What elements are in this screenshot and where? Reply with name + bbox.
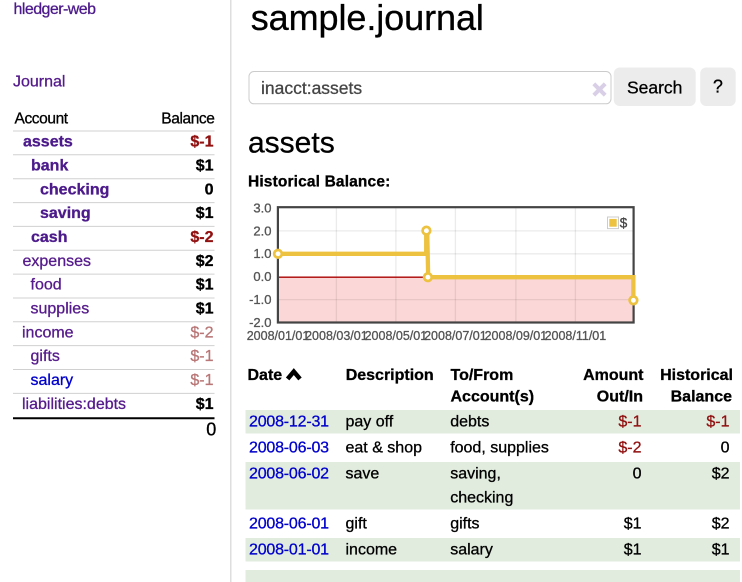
- svg-text:2008/03/01: 2008/03/01: [305, 329, 368, 343]
- svg-text:?: ?: [713, 77, 723, 97]
- svg-text:2008/07/01: 2008/07/01: [424, 329, 487, 343]
- svg-text:$1: $1: [196, 157, 214, 174]
- svg-text:saving: saving: [40, 205, 91, 222]
- svg-text:2008-06-03: 2008-06-03: [249, 439, 329, 456]
- svg-text:Historical Balance:: Historical Balance:: [248, 174, 390, 191]
- svg-text:gifts: gifts: [450, 515, 479, 532]
- svg-text:Search: Search: [627, 78, 682, 98]
- svg-text:$1: $1: [196, 205, 214, 222]
- svg-text:$-1: $-1: [190, 348, 213, 365]
- svg-text:food, supplies: food, supplies: [450, 439, 549, 456]
- svg-text:income: income: [22, 324, 74, 341]
- svg-text:0: 0: [206, 420, 216, 440]
- svg-text:Historical: Historical: [660, 367, 733, 384]
- svg-text:$2: $2: [712, 465, 730, 482]
- svg-text:1.0: 1.0: [253, 246, 271, 261]
- svg-text:$1: $1: [624, 541, 642, 558]
- svg-text:Journal: Journal: [13, 74, 65, 91]
- svg-text:$1: $1: [196, 277, 214, 294]
- svg-text:assets: assets: [23, 134, 73, 151]
- svg-text:income: income: [346, 541, 398, 558]
- svg-text:pay off: pay off: [346, 413, 394, 430]
- svg-text:$-1: $-1: [190, 372, 213, 389]
- svg-text:2008-12-31: 2008-12-31: [249, 413, 329, 430]
- svg-text:2008-01-01: 2008-01-01: [249, 541, 329, 558]
- svg-text:-1.0: -1.0: [249, 292, 271, 307]
- svg-text:Amount: Amount: [583, 367, 644, 384]
- svg-text:2008/01/01: 2008/01/01: [247, 329, 310, 343]
- svg-text:$-1: $-1: [706, 413, 729, 430]
- svg-text:$2: $2: [712, 515, 730, 532]
- svg-text:save: save: [346, 465, 380, 482]
- svg-text:sample.journal: sample.journal: [251, 0, 484, 38]
- svg-text:cash: cash: [31, 229, 67, 246]
- svg-text:expenses: expenses: [23, 253, 92, 270]
- svg-text:$: $: [620, 216, 628, 231]
- svg-text:gift: gift: [346, 515, 368, 532]
- svg-text:$-2: $-2: [190, 229, 213, 246]
- svg-text:$-2: $-2: [618, 439, 641, 456]
- svg-text:$1: $1: [624, 515, 642, 532]
- svg-text:-2.0: -2.0: [249, 315, 271, 330]
- svg-text:liabilities:debts: liabilities:debts: [22, 396, 126, 413]
- svg-text:inacct:assets: inacct:assets: [261, 78, 362, 98]
- svg-text:Account(s): Account(s): [451, 389, 535, 406]
- svg-text:$-1: $-1: [190, 134, 213, 151]
- svg-text:2008/11/01: 2008/11/01: [545, 329, 607, 343]
- svg-text:salary: salary: [31, 372, 74, 389]
- svg-text:gifts: gifts: [31, 348, 60, 365]
- svg-text:$1: $1: [712, 541, 730, 558]
- svg-text:eat & shop: eat & shop: [346, 439, 423, 456]
- svg-text:2.0: 2.0: [253, 223, 271, 238]
- svg-text:saving,: saving,: [450, 465, 501, 482]
- svg-text:debts: debts: [450, 413, 489, 430]
- svg-text:$-1: $-1: [618, 413, 641, 430]
- svg-text:checking: checking: [450, 489, 513, 506]
- svg-text:Account: Account: [15, 111, 69, 128]
- svg-text:0.0: 0.0: [253, 269, 271, 284]
- svg-text:checking: checking: [40, 181, 109, 198]
- svg-text:bank: bank: [31, 157, 68, 174]
- svg-text:2008/09/01: 2008/09/01: [485, 329, 548, 343]
- svg-text:$1: $1: [196, 396, 214, 413]
- svg-text:2008-06-01: 2008-06-01: [249, 515, 329, 532]
- svg-text:2008/05/01: 2008/05/01: [365, 329, 428, 343]
- svg-text:$2: $2: [196, 253, 214, 270]
- svg-text:$-2: $-2: [190, 324, 213, 341]
- svg-text:Balance: Balance: [671, 389, 732, 406]
- svg-text:Out/In: Out/In: [597, 389, 643, 406]
- svg-text:0: 0: [633, 465, 642, 482]
- svg-text:0: 0: [205, 181, 214, 198]
- svg-text:supplies: supplies: [31, 301, 90, 318]
- svg-text:3.0: 3.0: [253, 200, 271, 215]
- svg-text:salary: salary: [450, 541, 493, 558]
- svg-text:To/From: To/From: [451, 367, 514, 384]
- svg-text:food: food: [31, 277, 62, 294]
- svg-text:2008-06-02: 2008-06-02: [249, 465, 329, 482]
- svg-text:$1: $1: [196, 301, 214, 318]
- svg-text:Balance: Balance: [161, 111, 214, 128]
- svg-text:assets: assets: [248, 127, 335, 160]
- svg-text:0: 0: [721, 439, 730, 456]
- svg-text:Description: Description: [346, 367, 434, 384]
- svg-text:Date: Date: [248, 367, 283, 384]
- svg-text:hledger-web: hledger-web: [14, 1, 97, 18]
